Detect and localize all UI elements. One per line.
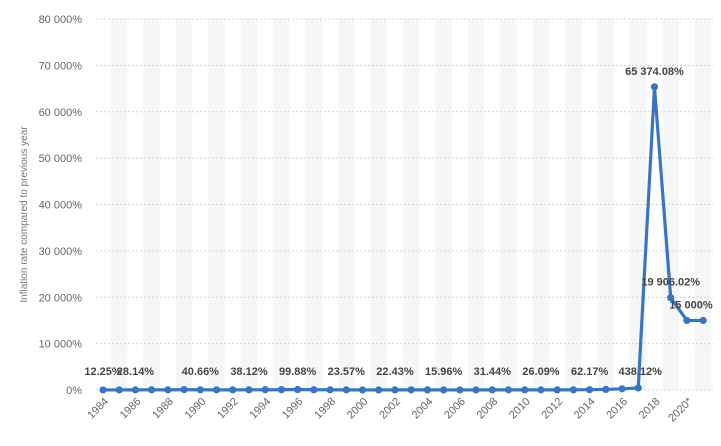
x-tick-label: 1992 xyxy=(215,396,241,422)
x-tick-label: 2014 xyxy=(572,396,598,422)
y-tick-label: 20 000% xyxy=(39,292,83,304)
data-label: 23.57% xyxy=(328,366,366,378)
x-tick-label: 2008 xyxy=(475,396,501,422)
x-tick-label: 1996 xyxy=(280,396,306,422)
y-tick-label: 0% xyxy=(66,385,82,397)
data-point xyxy=(634,384,642,392)
data-point xyxy=(407,386,415,394)
data-label: 62.17% xyxy=(571,366,609,378)
data-point xyxy=(212,386,221,394)
y-axis-ticks: 0% 10 000% 20 000% 30 000% 40 000% 50 000% 60 … xyxy=(39,14,83,397)
y-tick-label: 10 000% xyxy=(39,339,83,351)
data-point xyxy=(375,386,383,394)
column-band xyxy=(338,19,355,390)
data-point xyxy=(294,385,302,394)
data-point xyxy=(602,385,610,394)
data-label: 99.88% xyxy=(279,366,317,378)
data-point xyxy=(440,386,448,394)
column-band xyxy=(111,19,128,390)
data-label: 65 374.08% xyxy=(625,66,684,78)
data-point xyxy=(115,386,123,394)
data-label: 15.96% xyxy=(425,366,463,378)
data-point xyxy=(423,386,431,394)
column-band xyxy=(662,19,679,390)
data-labels: 12.25%28.14% 40.66% 38.12% 99.88% 23.57% 22.4… xyxy=(84,66,713,378)
data-label: 22.43% xyxy=(376,366,414,378)
x-tick-label: 2016 xyxy=(604,396,630,422)
data-label: 26.09% xyxy=(522,366,560,378)
x-tick-label: 1990 xyxy=(183,396,209,422)
data-point xyxy=(196,386,204,394)
x-tick-label: 1986 xyxy=(118,396,144,422)
data-label: 19 906.02% xyxy=(641,277,700,289)
data-point xyxy=(310,386,318,394)
x-tick-label: 2020* xyxy=(666,395,695,424)
y-tick-label: 80 000% xyxy=(39,14,83,26)
data-point xyxy=(131,386,140,394)
data-point xyxy=(618,385,626,393)
x-tick-label: 1994 xyxy=(248,396,274,422)
data-label: 38.12% xyxy=(230,366,268,378)
data-point xyxy=(164,386,172,394)
x-axis-ticks: 1984 1986 1988 1990 1992 1994 1996 1998 2000 2002… xyxy=(85,395,695,424)
data-point xyxy=(277,386,286,394)
x-tick-label: 1984 xyxy=(85,396,111,422)
data-point xyxy=(326,386,334,394)
data-point xyxy=(180,386,188,394)
data-point xyxy=(650,83,659,91)
data-point xyxy=(261,386,269,394)
data-point xyxy=(699,316,707,325)
data-point xyxy=(537,386,545,394)
data-label: 40.66% xyxy=(182,366,220,378)
column-band xyxy=(695,19,712,390)
data-point xyxy=(521,386,529,394)
y-tick-label: 50 000% xyxy=(39,153,83,165)
x-tick-label: 2018 xyxy=(637,396,663,422)
data-point xyxy=(553,386,561,394)
data-point xyxy=(342,386,350,394)
column-band xyxy=(403,19,420,390)
data-point xyxy=(586,386,594,394)
x-tick-label: 2006 xyxy=(442,396,468,422)
data-point xyxy=(504,386,513,394)
data-point xyxy=(391,386,399,394)
column-band xyxy=(143,19,160,390)
data-point xyxy=(683,316,691,325)
data-point xyxy=(99,386,107,394)
y-tick-label: 70 000% xyxy=(39,60,83,72)
data-label: 12.25% xyxy=(84,366,122,378)
data-label: 28.14% xyxy=(117,366,155,378)
data-point xyxy=(456,386,464,394)
column-band xyxy=(435,19,452,390)
x-tick-label: 2010 xyxy=(507,396,533,422)
data-point xyxy=(667,294,675,302)
data-point xyxy=(358,386,367,394)
column-band xyxy=(370,19,387,390)
data-point xyxy=(472,386,480,394)
y-tick-label: 30 000% xyxy=(39,246,83,258)
data-point xyxy=(229,386,237,394)
data-label: 438.12% xyxy=(619,366,663,378)
data-label: 15 000% xyxy=(669,299,713,311)
x-tick-label: 1988 xyxy=(150,396,176,422)
y-tick-label: 40 000% xyxy=(39,200,83,212)
data-label: 31.44% xyxy=(474,366,512,378)
data-points xyxy=(99,83,707,394)
data-point xyxy=(569,386,577,394)
data-point xyxy=(245,386,253,394)
y-tick-label: 60 000% xyxy=(39,107,83,119)
x-tick-label: 2012 xyxy=(539,396,565,422)
data-point xyxy=(148,386,156,394)
x-tick-label: 1998 xyxy=(312,396,338,422)
data-point xyxy=(488,386,496,394)
x-tick-label: 2004 xyxy=(410,396,436,422)
x-tick-label: 2002 xyxy=(377,396,403,422)
x-tick-label: 2000 xyxy=(345,396,371,422)
y-axis-label: Inflation rate compared to previous year xyxy=(19,126,30,303)
